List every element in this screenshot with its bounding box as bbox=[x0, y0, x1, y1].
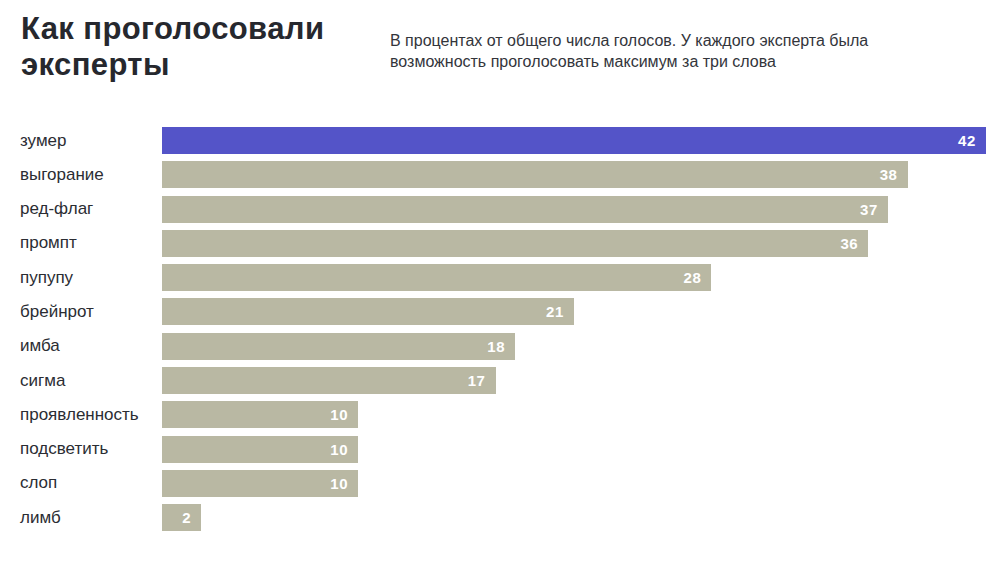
bar-value-label: 17 bbox=[468, 372, 496, 389]
bar: 38 bbox=[162, 161, 908, 188]
chart-row: сигма 17 bbox=[0, 367, 1000, 394]
category-label: пупупу bbox=[20, 268, 73, 288]
bar: 10 bbox=[162, 470, 358, 497]
category-label: выгорание bbox=[20, 165, 104, 185]
category-label: проявленность bbox=[20, 405, 139, 425]
chart-title: Как проголосовали эксперты bbox=[21, 11, 411, 83]
bar-value-label: 10 bbox=[330, 441, 358, 458]
chart-row: слоп 10 bbox=[0, 470, 1000, 497]
bar-chart: зумер 42 выгорание 38 ред-флаг 37 промпт 36 пупу… bbox=[0, 127, 1000, 539]
bar: 18 bbox=[162, 333, 515, 360]
category-label: имба bbox=[20, 336, 60, 356]
category-label: сигма bbox=[20, 371, 65, 391]
bar: 37 bbox=[162, 196, 888, 223]
chart-row: ред-флаг 37 bbox=[0, 196, 1000, 223]
bar: 17 bbox=[162, 367, 496, 394]
chart-row: пупупу 28 bbox=[0, 264, 1000, 291]
chart-row: зумер 42 bbox=[0, 127, 1000, 154]
category-label: ред-флаг bbox=[20, 199, 93, 219]
bar: 21 bbox=[162, 298, 574, 325]
chart-row: лимб 2 bbox=[0, 504, 1000, 531]
bar-value-label: 38 bbox=[880, 166, 908, 183]
bar-value-label: 10 bbox=[330, 475, 358, 492]
bar: 36 bbox=[162, 230, 868, 257]
bar-value-label: 37 bbox=[860, 201, 888, 218]
category-label: слоп bbox=[20, 473, 57, 493]
bar: 28 bbox=[162, 264, 711, 291]
bar-value-label: 10 bbox=[330, 406, 358, 423]
chart-row: выгорание 38 bbox=[0, 161, 1000, 188]
chart-row: брейнрот 21 bbox=[0, 298, 1000, 325]
bar: 10 bbox=[162, 401, 358, 428]
bar: 42 bbox=[162, 127, 986, 154]
category-label: подсветить bbox=[20, 439, 108, 459]
chart-row: подсветить 10 bbox=[0, 436, 1000, 463]
category-label: зумер bbox=[20, 131, 67, 151]
category-label: брейнрот bbox=[20, 302, 94, 322]
bar-value-label: 28 bbox=[683, 269, 711, 286]
chart-row: имба 18 bbox=[0, 333, 1000, 360]
bar: 10 bbox=[162, 436, 358, 463]
category-label: лимб bbox=[20, 508, 61, 528]
bar: 2 bbox=[162, 504, 201, 531]
chart-row: промпт 36 bbox=[0, 230, 1000, 257]
category-label: промпт bbox=[20, 233, 77, 253]
bar-value-label: 2 bbox=[182, 509, 201, 526]
chart-row: проявленность 10 bbox=[0, 401, 1000, 428]
bar-value-label: 21 bbox=[546, 303, 574, 320]
bar-value-label: 42 bbox=[958, 132, 986, 149]
bar-value-label: 36 bbox=[840, 235, 868, 252]
bar-value-label: 18 bbox=[487, 338, 515, 355]
chart-subtitle: В процентах от общего числа голосов. У к… bbox=[390, 30, 955, 72]
